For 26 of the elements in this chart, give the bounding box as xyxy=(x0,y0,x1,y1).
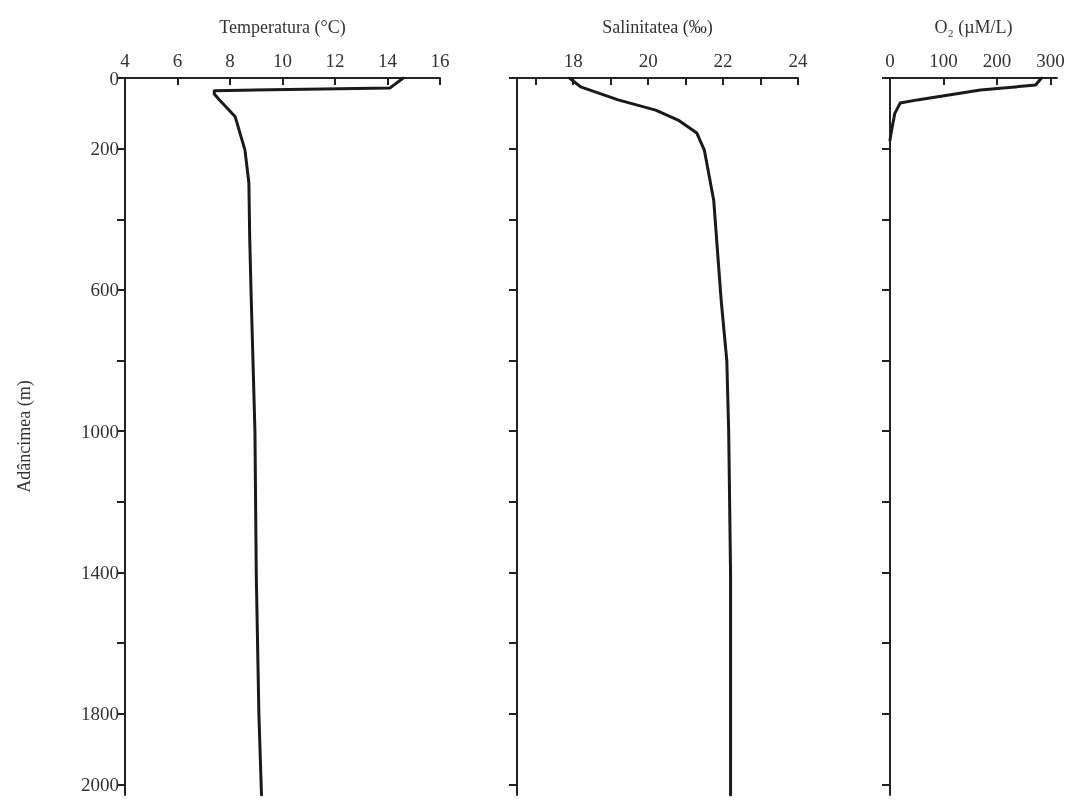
x-axis-title: O₂ (µM/L) xyxy=(934,17,1013,38)
y-axis-title: Adâncimea (m) xyxy=(14,380,35,493)
x-tick-label: 0 xyxy=(885,50,895,71)
x-tick-label: 6 xyxy=(172,50,183,71)
y-tick-label: 2000 xyxy=(81,773,119,795)
x-axis-title: Temperatura (°C) xyxy=(219,17,346,38)
x-tick-label: 22 xyxy=(713,50,733,71)
x-axis-title: Salinitatea (‰) xyxy=(602,17,713,38)
x-tick-label: 20 xyxy=(638,50,658,71)
x-tick-label: 8 xyxy=(225,50,235,71)
y-tick-label: 0 xyxy=(109,67,119,89)
y-tick-label: 200 xyxy=(90,138,119,160)
x-tick-label: 100 xyxy=(929,50,958,71)
x-tick-label: 200 xyxy=(982,50,1012,71)
x-tick-label: 10 xyxy=(273,50,292,71)
x-tick-label: 300 xyxy=(1036,50,1065,71)
x-tick-label: 12 xyxy=(325,50,345,71)
x-tick-label: 16 xyxy=(430,50,450,71)
y-tick-label: 600 xyxy=(90,279,119,301)
x-tick-label: 4 xyxy=(120,50,131,71)
x-tick-label: 18 xyxy=(563,50,583,71)
y-tick-label: 1400 xyxy=(81,561,119,583)
x-tick-label: 24 xyxy=(788,50,808,71)
x-tick-label: 14 xyxy=(378,50,398,71)
y-tick-label: 1800 xyxy=(81,703,119,725)
y-tick-label: 1000 xyxy=(81,420,119,442)
